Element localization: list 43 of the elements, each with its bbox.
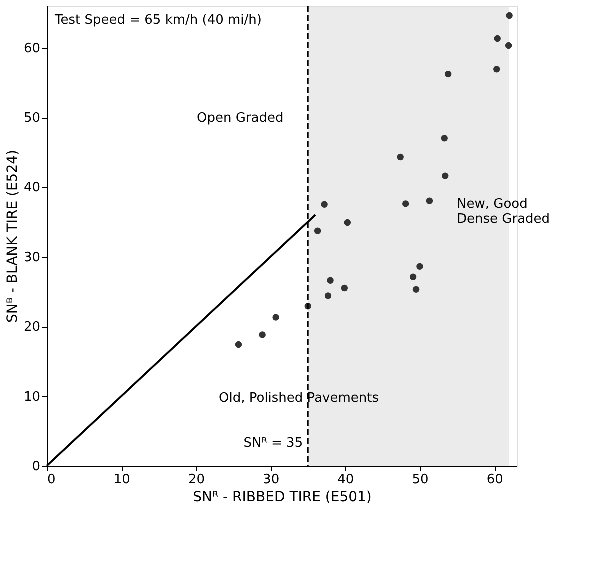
x-tick-label: 20	[188, 472, 205, 488]
annotation: Test Speed = 65 km/h (40 mi/h)	[54, 13, 262, 28]
y-tick-label: 0	[32, 460, 40, 474]
x-tick-label: 30	[263, 472, 280, 488]
x-tick-label: 10	[114, 472, 130, 488]
point	[324, 292, 332, 300]
annotation: New, Good Dense Graded	[457, 197, 550, 227]
x-axis-title: SNᴿ - RIBBED TIRE (E501)	[193, 490, 372, 506]
x-tick-label: 0	[48, 472, 56, 488]
point	[272, 314, 280, 321]
point	[445, 70, 452, 78]
point	[410, 274, 417, 280]
point	[341, 284, 348, 292]
x-tick-label: 50	[412, 472, 429, 488]
point	[314, 228, 322, 234]
point	[259, 332, 266, 338]
point	[327, 277, 334, 284]
point	[344, 219, 352, 226]
y-tick-label: 20	[24, 320, 40, 336]
y-tick-label: 60	[24, 41, 40, 56]
point	[412, 286, 420, 294]
point	[235, 341, 242, 348]
y-tick-label: 10	[24, 390, 40, 405]
annotation: Old, Polished Pavements	[219, 391, 380, 406]
y-tick-label: 50	[24, 111, 40, 126]
y-tick-label: 30	[24, 250, 40, 266]
point	[494, 35, 501, 42]
point	[442, 172, 449, 180]
point	[402, 200, 410, 208]
y-tick-label: 40	[24, 180, 40, 196]
point	[506, 12, 513, 20]
x-tick-label: 60	[486, 472, 504, 488]
point	[505, 42, 512, 50]
point	[494, 66, 500, 73]
point	[416, 263, 424, 270]
point	[397, 154, 404, 161]
annotation: Open Graded	[197, 111, 284, 126]
y-axis-title: SNᴮ - BLANK TIRE (E524)	[4, 150, 21, 323]
point	[321, 201, 328, 208]
x-tick-label: 40	[338, 472, 354, 488]
point	[426, 198, 434, 204]
point	[441, 135, 448, 142]
ref-line-label: SNᴿ = 35	[244, 436, 304, 451]
